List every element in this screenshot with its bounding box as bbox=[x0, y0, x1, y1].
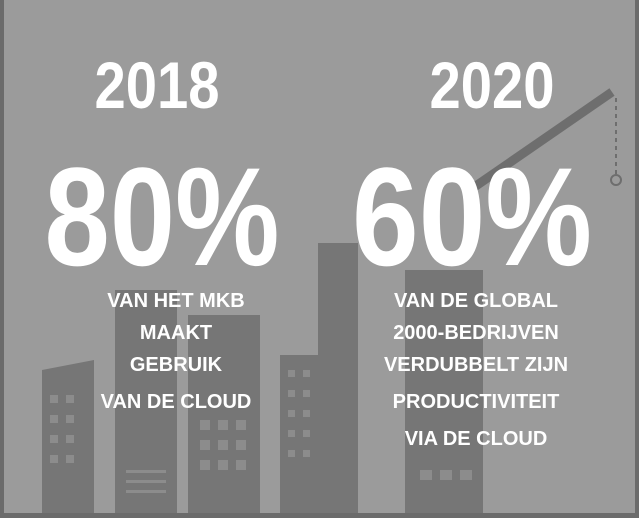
percent: 60% bbox=[352, 138, 592, 295]
description-line: VAN DE CLOUD bbox=[101, 391, 252, 413]
description-line: VERDUBBELT ZIJN bbox=[384, 354, 568, 376]
description-line: GEBRUIK bbox=[130, 354, 223, 376]
percent: 80% bbox=[45, 138, 280, 295]
description-line: VAN DE GLOBAL bbox=[394, 290, 558, 312]
description-line: 2000-BEDRIJVEN bbox=[393, 322, 559, 344]
description-line: VIA DE CLOUD bbox=[405, 428, 548, 450]
description-line: PRODUCTIVITEIT bbox=[393, 391, 560, 413]
description-line: MAAKT bbox=[140, 322, 212, 344]
description-line: VAN HET MKB bbox=[107, 290, 244, 312]
year: 2018 bbox=[95, 48, 220, 122]
crane bbox=[467, 88, 622, 194]
year: 2020 bbox=[430, 48, 555, 122]
skyline bbox=[42, 243, 483, 513]
